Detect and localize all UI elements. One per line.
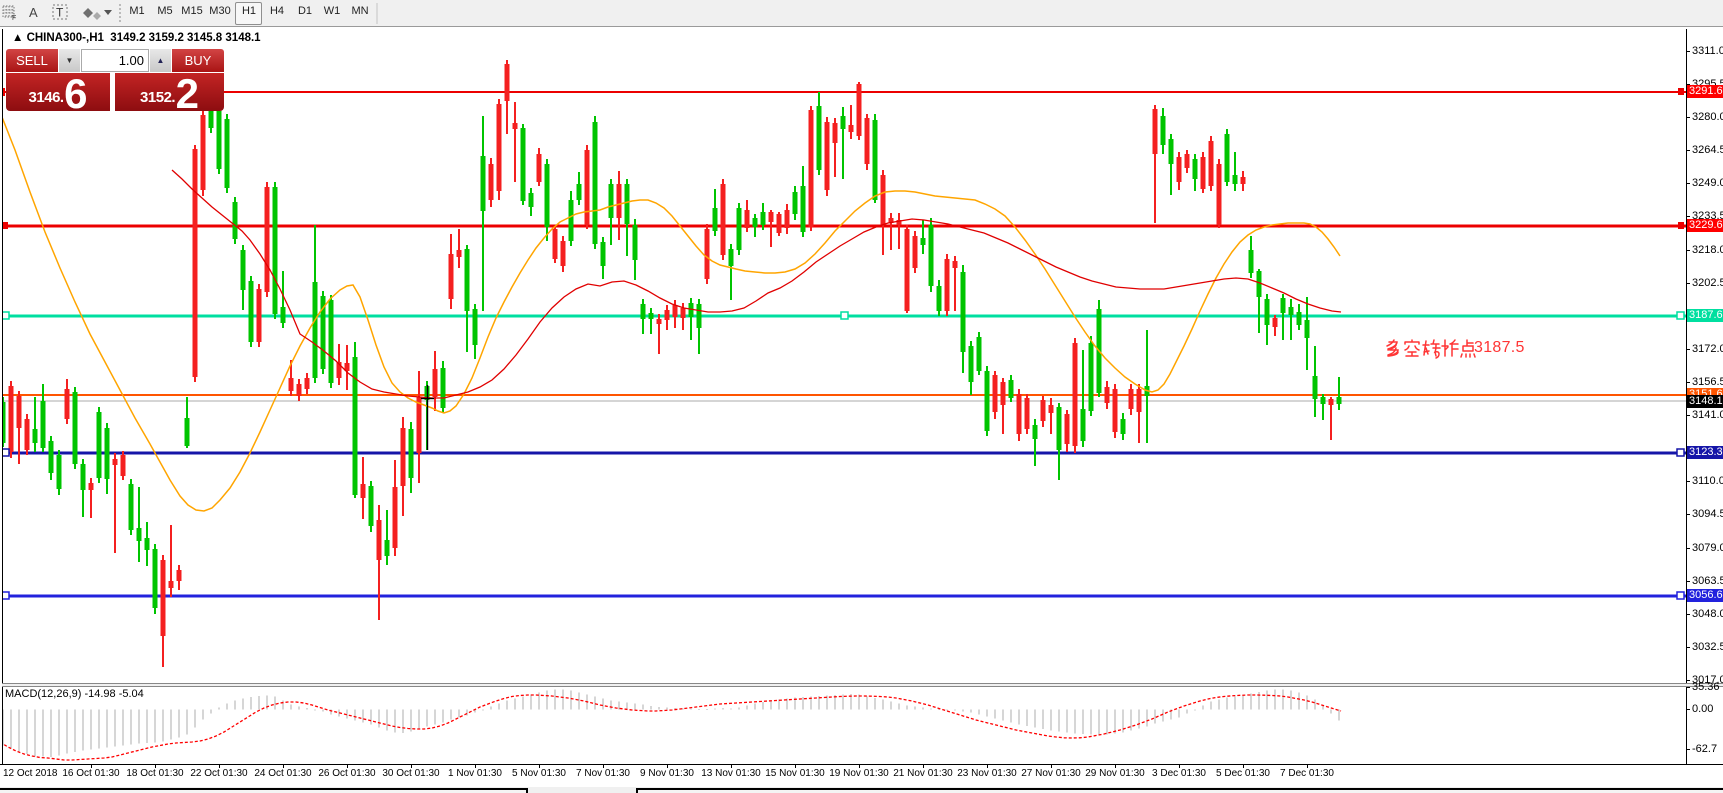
svg-text:T: T [56,6,64,20]
svg-text:F: F [12,15,16,22]
svg-text:A: A [29,5,38,20]
